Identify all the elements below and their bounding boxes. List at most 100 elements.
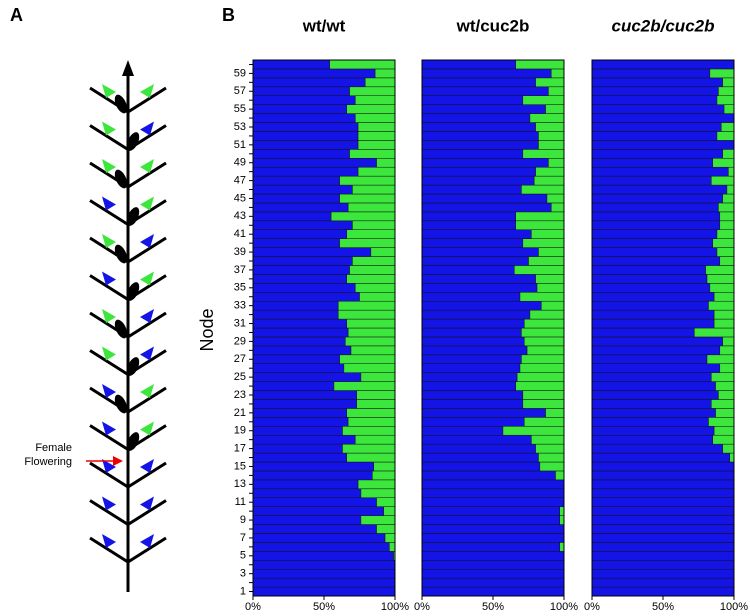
- bar-segment: [550, 202, 565, 213]
- bar-segment: [712, 238, 735, 248]
- bar-segment: [421, 113, 531, 123]
- bar-segment: [252, 399, 357, 409]
- bar-segment: [252, 515, 362, 525]
- bar-segment: [523, 417, 565, 427]
- bar-segment: [252, 560, 396, 570]
- bar-segment: [545, 104, 565, 114]
- bar-segment: [252, 86, 350, 96]
- bar-segment: [591, 318, 715, 329]
- y-tick-label: 45: [234, 192, 246, 204]
- y-tick-label: 5: [240, 550, 246, 562]
- plant-diagram: [89, 60, 167, 592]
- bar-segment: [719, 363, 735, 373]
- bar-segment: [718, 86, 735, 96]
- branch: [127, 311, 167, 339]
- panel-label: A: [10, 5, 23, 25]
- bar-segment: [591, 247, 718, 257]
- bar-segment: [252, 434, 356, 445]
- y-tick-label: 49: [234, 157, 246, 169]
- bar-segment: [726, 184, 735, 195]
- bar-segment: [421, 488, 565, 498]
- bar-segment: [252, 408, 347, 418]
- bar-segment: [421, 390, 524, 400]
- bar-segment: [591, 140, 735, 150]
- bar-segment: [346, 104, 396, 114]
- bar-segment: [337, 300, 396, 311]
- bar-segment: [693, 327, 735, 338]
- flower: [140, 271, 154, 286]
- bar-segment: [538, 131, 565, 141]
- bar-segment: [591, 568, 735, 579]
- branch: [89, 461, 129, 489]
- bar-segment: [383, 506, 396, 516]
- bar-segment: [591, 158, 713, 168]
- bar-segment: [354, 95, 396, 105]
- y-tick-label: 11: [235, 496, 246, 508]
- bar-segment: [354, 113, 396, 123]
- bar-segment: [252, 256, 353, 266]
- y-tick-label: 59: [234, 67, 246, 79]
- bar-segment: [357, 140, 396, 150]
- bar-segment: [252, 300, 339, 311]
- bar-segment: [421, 336, 525, 347]
- bar-segment: [350, 345, 396, 356]
- bar-segment: [535, 166, 565, 177]
- bar-segment: [529, 113, 565, 123]
- bar-segment: [339, 175, 396, 186]
- x-tick-label: 50%: [313, 601, 335, 613]
- bud: [114, 394, 128, 414]
- arrow-head: [113, 456, 123, 466]
- bar-segment: [252, 149, 350, 159]
- flower: [102, 346, 116, 361]
- branch: [127, 386, 167, 414]
- bar-segment: [421, 256, 529, 266]
- bar-segment: [343, 363, 396, 373]
- bar-segment: [548, 158, 565, 168]
- flower: [102, 421, 116, 436]
- bar-segment: [548, 86, 565, 96]
- branch: [127, 536, 167, 564]
- bar-segment: [716, 247, 735, 257]
- x-tick-label: 100%: [381, 601, 409, 613]
- x-tick-label: 0%: [584, 601, 600, 613]
- bar-segment: [421, 568, 565, 579]
- bar-segment: [523, 336, 565, 347]
- bud: [126, 132, 140, 151]
- bar-segment: [421, 59, 516, 70]
- bar-segment: [529, 309, 565, 320]
- bar-segment: [421, 309, 531, 320]
- bar-segment: [421, 202, 552, 213]
- bar-segment: [421, 131, 539, 141]
- bar-segment: [715, 381, 735, 391]
- bar-segment: [555, 470, 565, 481]
- branch: [89, 199, 129, 226]
- bar-segment: [522, 238, 565, 248]
- bar-segment: [356, 399, 396, 409]
- x-tick-label: 100%: [720, 601, 748, 613]
- flower: [140, 309, 154, 323]
- bar-segment: [252, 363, 345, 373]
- flower: [102, 196, 116, 211]
- bar-segment: [421, 292, 521, 302]
- branch: [127, 161, 167, 189]
- bar-segment: [421, 158, 549, 168]
- bud: [114, 244, 128, 264]
- bar-segment: [591, 345, 721, 356]
- bar-segment: [339, 238, 396, 248]
- bar-segment: [591, 327, 695, 338]
- bar-segment: [342, 443, 396, 454]
- bar-segment: [347, 202, 396, 213]
- flower: [140, 121, 154, 136]
- bar-segment: [421, 354, 522, 364]
- bar-segment: [252, 551, 394, 561]
- bar-segment: [514, 265, 565, 275]
- bar-segment: [252, 140, 359, 150]
- bar-segment: [421, 238, 524, 248]
- bar-segment: [339, 354, 396, 364]
- bar-segment: [729, 452, 735, 463]
- bar-segment: [421, 452, 539, 463]
- bar-segment: [376, 524, 396, 534]
- bar-segment: [252, 470, 373, 481]
- y-tick-label: 21: [234, 407, 246, 419]
- branch: [89, 499, 129, 526]
